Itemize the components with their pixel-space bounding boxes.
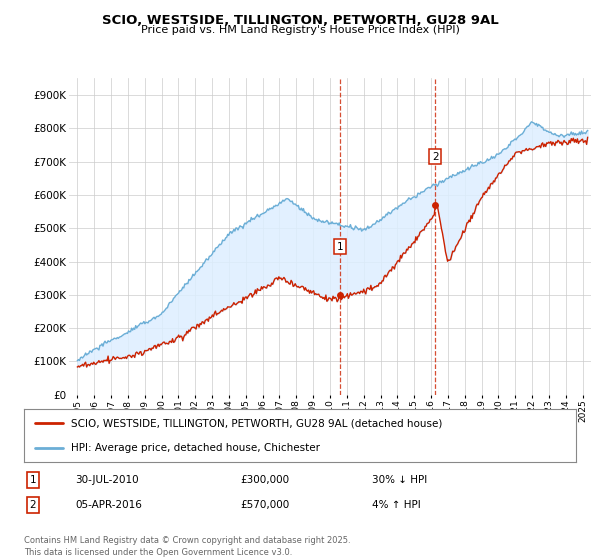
Text: HPI: Average price, detached house, Chichester: HPI: Average price, detached house, Chic…: [71, 442, 320, 452]
Text: 30% ↓ HPI: 30% ↓ HPI: [372, 475, 427, 485]
Text: SCIO, WESTSIDE, TILLINGTON, PETWORTH, GU28 9AL: SCIO, WESTSIDE, TILLINGTON, PETWORTH, GU…: [101, 14, 499, 27]
Text: 4% ↑ HPI: 4% ↑ HPI: [372, 500, 421, 510]
Text: 1: 1: [29, 475, 37, 485]
Text: 05-APR-2016: 05-APR-2016: [75, 500, 142, 510]
Text: 30-JUL-2010: 30-JUL-2010: [75, 475, 139, 485]
Text: 2: 2: [432, 152, 439, 162]
Text: 2: 2: [29, 500, 37, 510]
Text: SCIO, WESTSIDE, TILLINGTON, PETWORTH, GU28 9AL (detached house): SCIO, WESTSIDE, TILLINGTON, PETWORTH, GU…: [71, 418, 442, 428]
Text: £570,000: £570,000: [240, 500, 289, 510]
Text: Price paid vs. HM Land Registry's House Price Index (HPI): Price paid vs. HM Land Registry's House …: [140, 25, 460, 35]
Text: £300,000: £300,000: [240, 475, 289, 485]
Text: Contains HM Land Registry data © Crown copyright and database right 2025.
This d: Contains HM Land Registry data © Crown c…: [24, 536, 350, 557]
Text: 1: 1: [337, 241, 343, 251]
